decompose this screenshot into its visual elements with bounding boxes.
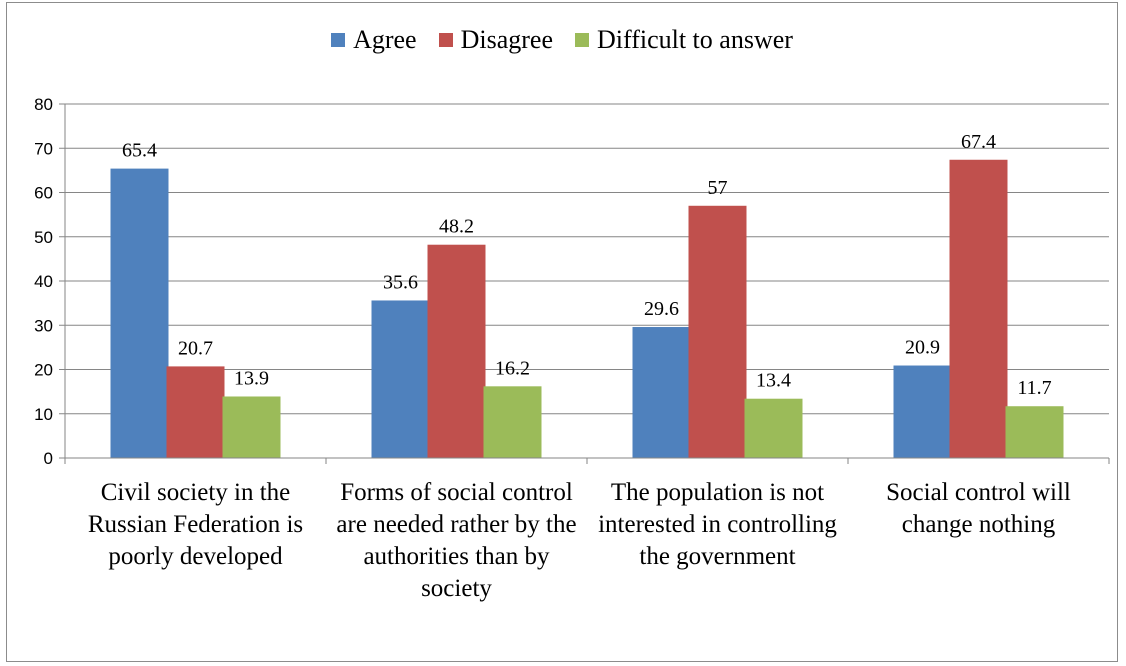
legend-label-agree: Agree [353,25,417,54]
data-label-difficult-3: 11.7 [1017,377,1051,399]
bar-agree-3 [893,365,952,458]
data-label-disagree-3: 67.4 [961,131,996,153]
bar-difficult-1 [483,386,542,458]
legend-item-disagree: Disagree [438,25,553,55]
data-label-difficult-2: 13.4 [756,370,791,392]
y-tick-label-50: 50 [34,228,53,247]
data-label-disagree-2: 57 [708,177,728,199]
bar-disagree-2 [688,205,747,458]
legend-swatch-disagree [438,33,453,47]
category-label-civil-society: Civil society in the Russian Federation … [87,479,304,570]
data-label-agree-1: 35.6 [383,271,418,293]
y-tick-label-60: 60 [34,184,53,203]
bar-disagree-0 [166,366,225,458]
legend-swatch-difficult [575,33,589,47]
y-axis-ticks: 0 10 20 30 40 50 60 70 80 [34,95,65,468]
bar-agree-0 [110,168,169,459]
bar-difficult-3 [1005,406,1064,458]
chart-frame: Agree Disagree Difficult to answer 0 10 20… [6,2,1118,662]
data-label-disagree-1: 48.2 [439,216,474,238]
data-label-difficult-1: 16.2 [495,357,530,379]
data-label-agree-3: 20.9 [905,337,940,359]
data-label-agree-2: 29.6 [644,298,679,320]
y-tick-label-80: 80 [34,95,53,114]
x-axis [64,104,1110,464]
data-label-disagree-0: 20.7 [178,337,213,359]
data-labels: 65.4 20.7 13.9 35.6 48.2 16.2 29.6 57 13.4 20.9 67… [122,131,1052,399]
legend-label-difficult: Difficult to answer [597,25,793,54]
category-label-social-control-nothing: Social control will change nothing [886,479,1071,538]
bar-disagree-1 [427,244,486,458]
y-tick-label-40: 40 [34,272,53,291]
legend-label-disagree: Disagree [460,25,553,54]
bar-agree-2 [632,327,691,458]
y-tick-label-0: 0 [44,449,53,468]
legend: Agree Disagree Difficult to answer [7,25,1117,55]
bar-agree-1 [371,300,430,458]
bar-chart-plot: 0 10 20 30 40 50 60 70 80 65.4 20.7 13.9 35.6 48.2 16… [34,95,1110,468]
category-label-population-not-interested: The population is not interested in cont… [598,479,837,570]
y-tick-label-70: 70 [34,139,53,158]
bar-disagree-3 [949,159,1008,458]
y-tick-label-30: 30 [34,316,53,335]
category-label-forms-of-social-control: Forms of social control are needed rathe… [336,479,577,602]
bar-difficult-2 [744,398,803,458]
y-tick-label-20: 20 [34,361,53,380]
legend-item-agree: Agree [331,25,417,55]
data-label-difficult-0: 13.9 [234,367,269,389]
bars [110,159,1064,459]
legend-swatch-agree [331,33,346,47]
y-tick-label-10: 10 [34,405,53,424]
data-label-agree-0: 65.4 [122,140,157,162]
bar-difficult-0 [222,396,281,458]
legend-item-difficult: Difficult to answer [575,25,793,55]
